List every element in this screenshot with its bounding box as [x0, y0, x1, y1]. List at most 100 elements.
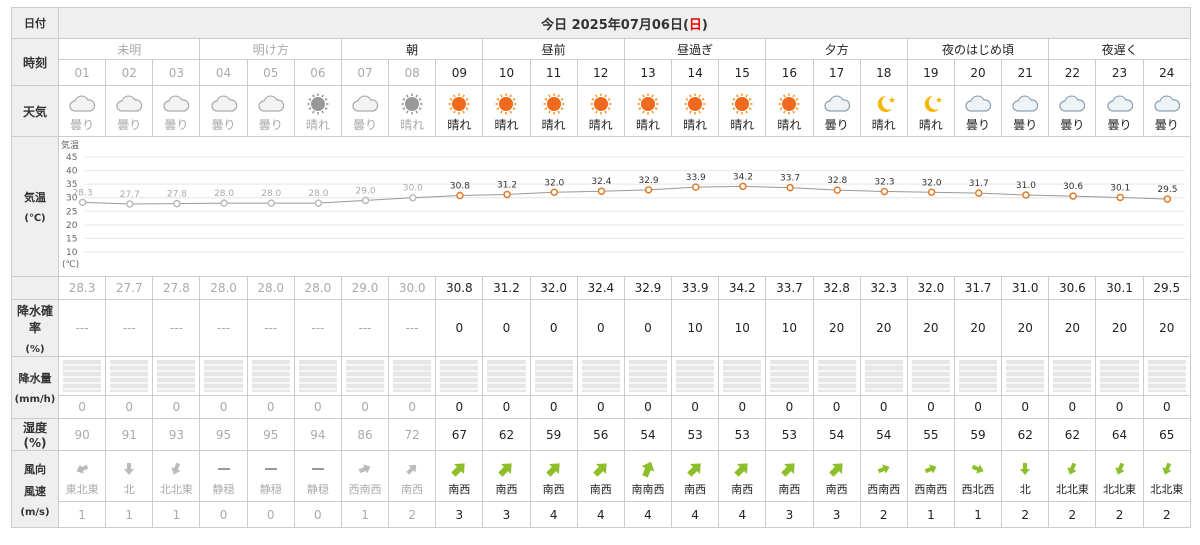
- temperature-data-label: 30.8: [450, 181, 470, 191]
- sun-icon: [637, 93, 659, 115]
- period-1: 明け方: [199, 38, 342, 60]
- wind-label: 風向 風速 (m/s): [11, 450, 59, 528]
- cloud-icon: [163, 95, 190, 112]
- wind-direction: 北: [123, 483, 135, 496]
- temperature-point: [173, 199, 181, 207]
- period-5: 夕方: [765, 38, 908, 60]
- rain-bar: [1053, 360, 1092, 392]
- rain-value: 0: [388, 395, 437, 419]
- temperature-point: [314, 198, 323, 207]
- precip-prob-value: 20: [1095, 299, 1144, 357]
- temperature-point: [361, 196, 370, 204]
- weather-cell: 晴れ: [482, 85, 531, 137]
- wind-speed-value: 2: [859, 501, 908, 528]
- humidity-value: 91: [105, 418, 154, 451]
- wind-speed-value: 3: [435, 501, 484, 528]
- humidity-value: 54: [859, 418, 908, 451]
- hour-cell: 18: [859, 59, 908, 86]
- weather-cell: 曇り: [953, 85, 1003, 137]
- time-label: 時刻: [11, 38, 59, 86]
- cloud-icon: [352, 95, 379, 112]
- time-label-text: 時刻: [22, 55, 47, 70]
- rain-value: 0: [340, 395, 390, 419]
- temp-value: 32.8: [812, 276, 861, 300]
- rain-label-unit: (mm/h): [14, 394, 56, 405]
- wind-speed-value: 0: [246, 501, 295, 528]
- temperature-data-label: 29.5: [1157, 185, 1177, 195]
- y-tick-label: 40: [66, 166, 78, 176]
- rain-bar: [1147, 360, 1186, 392]
- hour-cell: 08: [388, 59, 437, 86]
- precip-prob-value: 20: [953, 299, 1003, 357]
- temperature-point: [833, 185, 841, 194]
- weather-text: 晴れ: [777, 118, 802, 132]
- wind-direction: 南西: [778, 483, 801, 496]
- cloud-icon: [1012, 95, 1039, 112]
- temperature-point: [880, 187, 889, 195]
- wind-speed-value: 4: [671, 501, 720, 528]
- temp-value-label: [11, 276, 59, 300]
- sun-icon: [448, 93, 470, 115]
- rain-bar-cell: [671, 356, 720, 396]
- cloud-icon: [258, 95, 284, 112]
- hour-cell: 01: [57, 59, 107, 86]
- humidity-value: 53: [718, 418, 767, 451]
- rain-bar-cell: [482, 356, 531, 396]
- temp-value: 31.7: [953, 276, 1003, 300]
- cloud-icon: [1106, 95, 1133, 112]
- rain-bar: [110, 360, 149, 392]
- weather-text: 晴れ: [683, 118, 708, 132]
- weather-text: 曇り: [211, 118, 236, 132]
- wind-arrow-icon: [593, 463, 607, 477]
- y-tick-label: 30: [66, 193, 78, 203]
- sun-icon: [401, 93, 423, 115]
- rain-value: 0: [482, 395, 531, 419]
- rain-bar: [487, 360, 526, 392]
- temperature-point: [409, 193, 417, 201]
- rain-bar-cell: [246, 356, 295, 396]
- weather-cell: 曇り: [1095, 85, 1144, 137]
- temperature-data-label: 27.7: [120, 189, 140, 199]
- rain-bar-cell: [57, 356, 107, 396]
- hour-cell: 09: [435, 59, 484, 86]
- rain-bar: [63, 360, 102, 392]
- rain-bar: [393, 360, 432, 392]
- cloud-icon: [1059, 95, 1086, 112]
- rain-value: 0: [812, 395, 861, 419]
- wind-speed-value: 2: [1095, 501, 1144, 528]
- sun-icon: [684, 93, 706, 115]
- temperature-point: [267, 198, 275, 207]
- moon-icon: [924, 95, 942, 112]
- rain-bar-cell: [435, 356, 484, 396]
- weather-text: 晴れ: [541, 118, 566, 132]
- temperature-data-label: 32.8: [827, 176, 847, 186]
- rain-bar-cell: [765, 356, 814, 396]
- precip-prob-value: 0: [482, 299, 531, 357]
- weather-cell: 晴れ: [388, 85, 437, 137]
- wind-arrow-icon: [124, 463, 135, 475]
- precip-prob-value: ---: [199, 299, 248, 357]
- precip-prob-value: ---: [246, 299, 295, 357]
- wind-direction: 南南西: [631, 483, 665, 496]
- hour-cell: 12: [576, 59, 625, 86]
- wind-cell: 静穏: [293, 450, 342, 502]
- temperature-point: [126, 199, 134, 208]
- hour-cell: 24: [1142, 59, 1191, 86]
- temperature-data-label: 32.0: [544, 178, 564, 188]
- humidity-value: 59: [953, 418, 1003, 451]
- weather-cell: 晴れ: [576, 85, 625, 137]
- today-suffix: ): [701, 17, 708, 33]
- weather-label-text: 天気: [22, 104, 47, 119]
- hour-cell: 22: [1048, 59, 1097, 86]
- temperature-data-label: 32.9: [639, 175, 659, 185]
- precip-prob-value: 10: [718, 299, 767, 357]
- wind-cell: 北北東: [1095, 450, 1144, 502]
- temperature-point: [1116, 193, 1124, 201]
- wind-speed-value: 4: [718, 501, 767, 528]
- weather-text: 晴れ: [871, 118, 896, 132]
- weather-text: 晴れ: [400, 118, 425, 132]
- wind-cell: 南南西: [623, 450, 673, 502]
- humidity-value: 56: [576, 418, 625, 451]
- humidity-value: 94: [293, 418, 342, 451]
- temp-value: 33.9: [671, 276, 720, 300]
